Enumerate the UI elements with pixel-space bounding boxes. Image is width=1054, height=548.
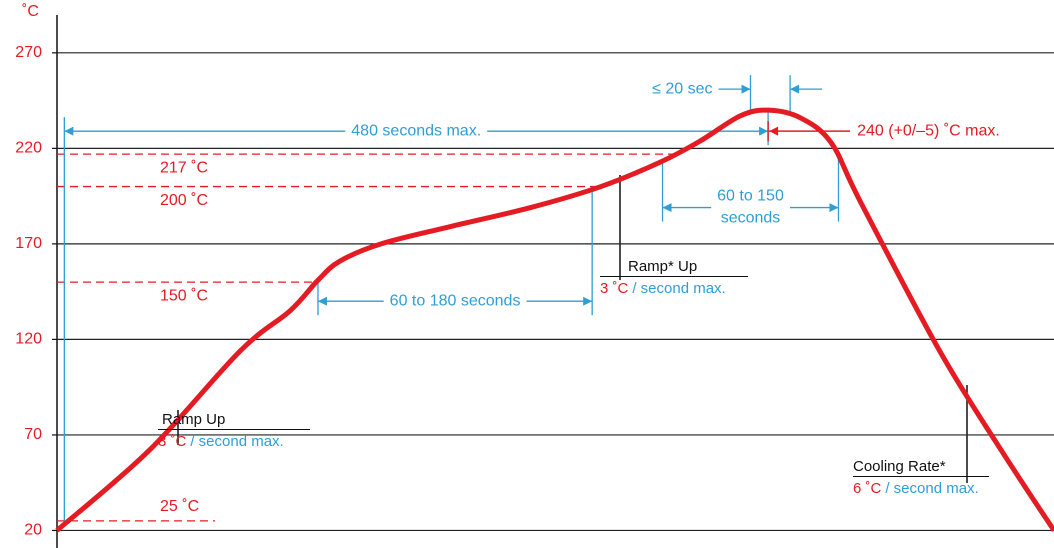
span-label-line: seconds [721, 210, 781, 227]
y-tick-label: 270 [15, 44, 42, 61]
profile-line [55, 107, 1054, 533]
span-annotation: 480 seconds max. [63, 110, 769, 525]
rate-note: Cooling Rate* 6 ˚C / second max. [853, 458, 989, 498]
rate-unit: / second max. [632, 280, 726, 297]
rate-note: Ramp Up 3 ˚C / second max. [158, 411, 310, 451]
y-tick-label: 20 [24, 522, 42, 539]
note-rate: 3 ˚C / second max. [158, 429, 310, 451]
span-annotation: ≤ 20 sec [652, 75, 823, 116]
note-title: Ramp* Up [628, 258, 698, 275]
rate-value: 6 ˚C [853, 480, 882, 497]
rate-unit: / second max. [885, 480, 979, 497]
rate-note: Ramp* Up 3 ˚C / second max. [600, 258, 748, 298]
rate-unit: / second max. [190, 433, 284, 450]
label-background [711, 186, 790, 228]
note-title: Ramp Up [162, 411, 226, 428]
note-rate: 6 ˚C / second max. [853, 476, 989, 498]
span-label-line: 60 to 150 [717, 188, 784, 205]
reference-label: 25 ˚C [160, 498, 199, 515]
reference-label: 217 ˚C [160, 159, 208, 176]
span-label: 60 to 150 seconds [717, 188, 784, 227]
label-background [383, 291, 527, 311]
span-annotation: 60 to 180 seconds [317, 189, 593, 316]
y-tick-label: 70 [24, 426, 42, 443]
y-axis-unit: ˚C [22, 3, 39, 20]
note-rate: 3 ˚C / second max. [600, 276, 748, 298]
reference-label: 200 ˚C [160, 192, 208, 209]
reference-label: 150 ˚C [160, 287, 208, 304]
y-tick-label: 120 [15, 331, 42, 348]
label-background [345, 121, 488, 141]
note-title: Cooling Rate* [853, 458, 946, 475]
y-tick-label: 170 [15, 235, 42, 252]
peak-label: 240 (+0/–5) ˚C max. [857, 122, 1000, 139]
rate-value: 3 ˚C [600, 280, 629, 297]
span-label: ≤ 20 sec [652, 80, 712, 97]
span-label: 480 seconds max. [351, 122, 481, 139]
span-annotation: 60 to 150 seconds [661, 157, 840, 228]
y-tick-label: 220 [15, 140, 42, 157]
rate-value: 3 ˚C [158, 433, 187, 450]
span-label: 60 to 180 seconds [390, 292, 521, 309]
